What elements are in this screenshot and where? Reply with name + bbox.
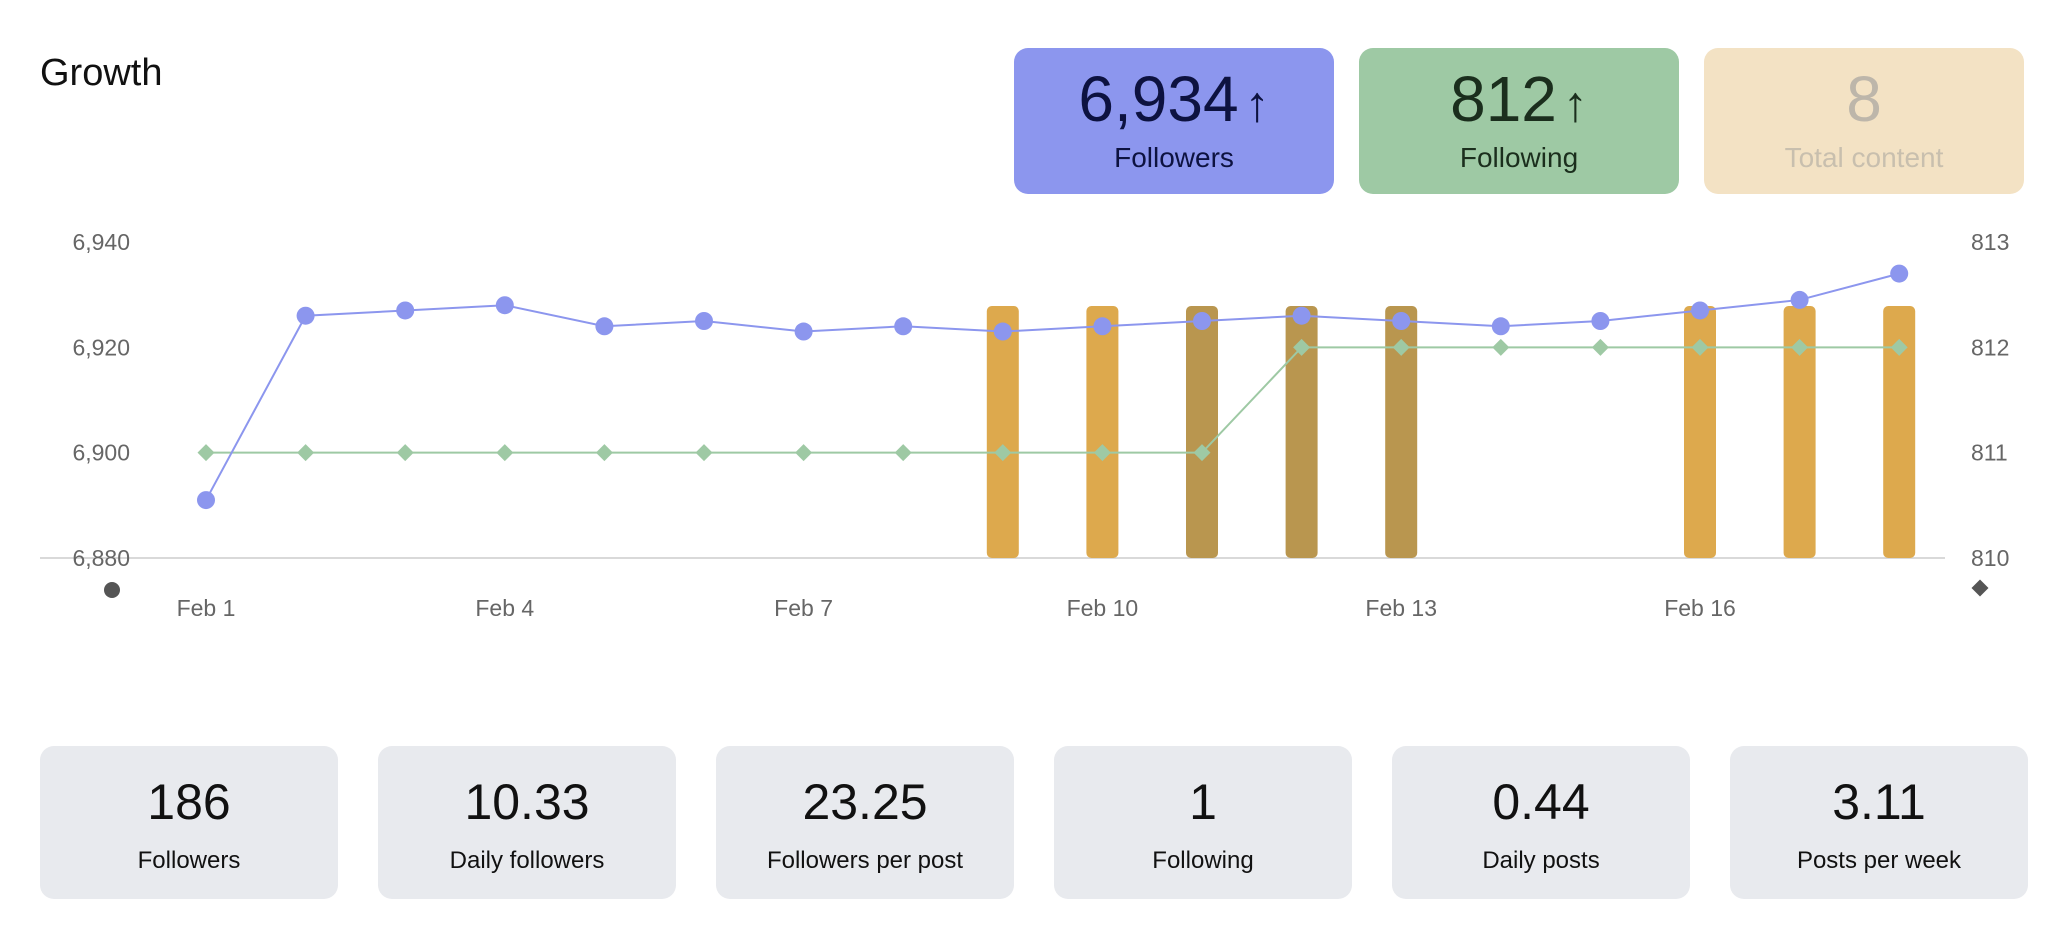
stat-value: 3.11 [1832,774,1926,830]
following-point [496,444,514,462]
following-point [297,444,315,462]
followers-point [894,317,913,336]
content-bar [986,306,1019,558]
stat-card[interactable]: 23.25 Followers per post [716,746,1014,899]
stat-value: 0.44 [1492,774,1590,830]
stat-value: 10.33 [464,774,590,830]
stat-value: 23.25 [802,774,928,830]
followers-point [1691,301,1709,320]
left-axis-circle-marker [104,582,120,598]
followers-kpi-label: Followers [1114,142,1234,173]
content-bar [1783,306,1816,558]
stat-label: Daily posts [1482,847,1600,874]
y-right-tick-label: 812 [1971,334,2009,360]
x-tick-label: Feb 1 [177,595,236,621]
following-point [795,444,813,462]
stat-card[interactable]: 3.11 Posts per week [1730,746,2028,899]
following-kpi-label: Following [1459,142,1579,173]
stat-label: Following [1152,847,1254,874]
content-bar [1883,306,1916,558]
followers-kpi-card[interactable]: 6,934 ↑ Followers [1014,48,1334,194]
right-axis-diamond-marker [1971,579,1989,597]
followers-point [595,317,614,336]
y-left-tick-label: 6,900 [72,440,130,466]
followers-point [1890,264,1909,283]
following-point [1492,338,1510,356]
followers-point [1292,306,1311,325]
followers-point [794,322,813,341]
y-right-tick-label: 810 [1971,545,2009,571]
following-point [197,444,215,462]
stat-value: 1 [1189,774,1217,830]
stat-card[interactable]: 0.44 Daily posts [1392,746,1690,899]
total-content-kpi-value: 8 [1846,63,1882,135]
following-kpi-value-row: 812 ↑ [1359,64,1679,139]
arrow-up-icon: ↑ [1562,76,1588,132]
content-bar [1285,306,1318,558]
page-title: Growth [40,52,163,94]
growth-chart: 6,940 6,920 6,900 6,880 813 812 811 810 Feb 1 Feb… [40,229,2009,621]
x-tick-label: Feb 13 [1365,595,1437,621]
following-point [695,444,713,462]
stat-label: Followers per post [766,847,964,874]
stat-label: Posts per week [1796,847,1962,874]
following-point [894,444,912,462]
followers-point [396,301,415,320]
content-bar [1086,306,1119,558]
followers-point [1591,312,1610,330]
followers-point [993,322,1012,341]
y-left-tick-label: 6,920 [72,334,130,360]
following-kpi-value: 812 [1450,63,1557,135]
stat-label: Daily followers [449,847,605,874]
stat-card[interactable]: 10.33 Daily followers [378,746,676,899]
following-point [396,444,414,462]
followers-kpi-value: 6,934 [1078,63,1239,135]
followers-point [1491,317,1510,336]
followers-point [495,296,514,315]
content-bar [1385,306,1418,558]
arrow-up-icon: ↑ [1244,76,1270,132]
followers-point [1193,312,1211,330]
x-tick-label: Feb 7 [774,595,833,621]
followers-point [1392,312,1411,330]
followers-point [1790,290,1809,309]
y-right-tick-label: 813 [1971,229,2009,255]
following-point [994,444,1012,462]
y-left-tick-label: 6,880 [72,545,130,571]
stat-label: Followers [137,847,241,874]
followers-point [695,312,713,330]
x-tick-label: Feb 10 [1067,595,1139,621]
y-left-tick-label: 6,940 [72,229,130,255]
x-tick-label: Feb 16 [1664,595,1736,621]
followers-point [1093,317,1112,336]
following-series-line [206,346,1900,454]
stat-card[interactable]: 1 Following [1054,746,1352,899]
following-kpi-card[interactable]: 812 ↑ Following [1359,48,1679,194]
following-point [1591,338,1609,356]
following-point [595,444,613,462]
total-content-kpi-card[interactable]: 8 Total content [1704,48,2024,194]
followers-kpi-value-row: 6,934 ↑ [1014,64,1334,139]
total-content-kpi-label: Total content [1784,142,1944,173]
followers-point [296,306,315,325]
content-bar [1186,306,1218,558]
followers-point [197,491,215,510]
content-bar [1684,306,1716,558]
stat-card[interactable]: 186 Followers [40,746,338,899]
x-tick-label: Feb 4 [475,595,534,621]
stat-value: 186 [147,774,231,830]
y-right-tick-label: 811 [1971,440,2008,466]
followers-series-line [205,272,1900,501]
